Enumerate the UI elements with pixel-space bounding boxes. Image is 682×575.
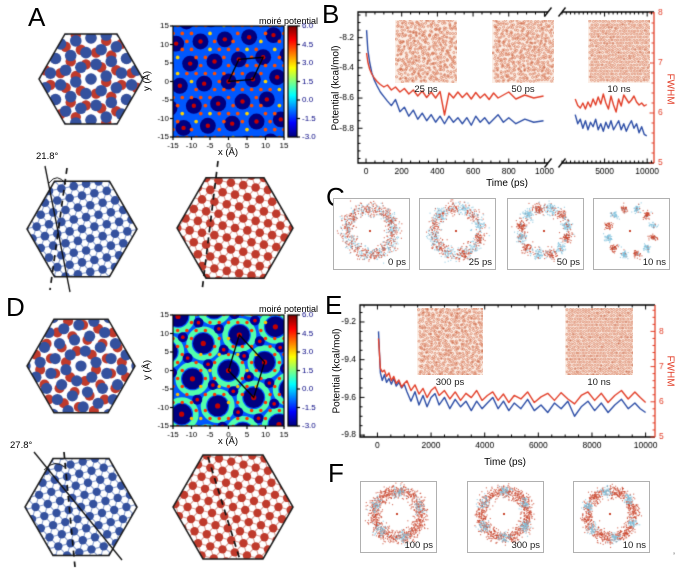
ring-snapshot-box-100ps: 100 ps <box>360 481 437 553</box>
ring-scatter-300ps <box>468 482 541 550</box>
moire-potential-map-d <box>138 299 320 451</box>
panel-label-a: A <box>28 2 46 32</box>
ring-label-50ps: 50 ps <box>556 257 580 268</box>
map-ylabel-a: y (Å) <box>141 70 153 92</box>
ring-snapshot-box-50ps: 50 ps <box>507 198 584 270</box>
snapshot-inset-50ps <box>492 20 554 83</box>
ring-scatter-100ps <box>361 482 434 550</box>
chart-b-xlabel: Time (ps) <box>486 178 528 189</box>
ring-scatter-10ns-c <box>594 199 667 267</box>
moire-overlay-hexagon-a <box>34 24 148 134</box>
blue-lattice-hexagon-a <box>18 155 148 297</box>
snapshot-inset-10ns-b <box>588 20 650 83</box>
inset-label-10ns-e: 10 ns <box>587 377 611 388</box>
chart-e-ylabel: Potential (kcal/mol) <box>331 328 343 414</box>
ring-snapshot-box-10ns-c: 10 ns <box>593 198 670 270</box>
inset-label-50ps: 50 ps <box>511 84 535 95</box>
moire-potential-map-a <box>138 10 320 162</box>
ring-label-300ps: 300 ps <box>511 540 540 551</box>
map-ylabel-d: y (Å) <box>141 359 153 381</box>
snapshot-inset-10ns-e <box>565 308 633 375</box>
chart-b-ylabel: Potential (kcal/mol) <box>330 45 342 131</box>
map-xlabel-d: x (Å) <box>218 436 238 447</box>
map-title-a: moiré potential <box>258 16 318 26</box>
red-lattice-hexagon-d <box>168 442 302 575</box>
inset-label-25ps: 25 ps <box>414 84 438 95</box>
ring-label-10ns-c: 10 ns <box>642 257 666 268</box>
snapshot-inset-300ps <box>417 308 483 375</box>
inset-label-300ps: 300 ps <box>435 377 465 388</box>
ring-scatter-10ns-f <box>574 482 647 550</box>
blue-lattice-hexagon-d <box>18 442 148 575</box>
chart-b-fwhm-label: FWHM <box>664 73 676 105</box>
chart-e-fwhm-label: FWHM <box>664 355 676 387</box>
stray-mark: ’ <box>673 551 675 561</box>
red-lattice-hexagon-a <box>168 155 302 297</box>
ring-snapshot-box-300ps: 300 ps <box>467 481 544 553</box>
snapshot-inset-25ps <box>395 20 457 83</box>
inset-label-10ns-b: 10 ns <box>607 84 631 95</box>
ring-snapshot-box-10ns-f: 10 ns <box>573 481 650 553</box>
ring-scatter-25ps <box>420 199 493 267</box>
map-xlabel-a: x (Å) <box>217 147 239 158</box>
ring-snapshot-box-25ps: 25 ps <box>419 198 496 270</box>
ring-scatter-0ps <box>334 199 407 267</box>
map-title-d: moiré potential <box>258 304 318 314</box>
moire-overlay-hexagon-d <box>24 310 138 422</box>
ring-snapshot-box-0ps: 0 ps <box>333 198 410 270</box>
chart-e-xlabel: Time (ps) <box>484 457 526 468</box>
ring-label-100ps: 100 ps <box>404 540 433 551</box>
ring-label-25ps: 25 ps <box>468 257 492 268</box>
twist-angle-label-a: 21.8° <box>36 151 59 162</box>
panel-label-d: D <box>6 292 25 322</box>
ring-label-10ns-f: 10 ns <box>622 540 646 551</box>
twist-angle-label-d: 27.8° <box>10 440 33 451</box>
ring-label-0ps: 0 ps <box>388 257 406 268</box>
ring-scatter-50ps <box>508 199 581 267</box>
